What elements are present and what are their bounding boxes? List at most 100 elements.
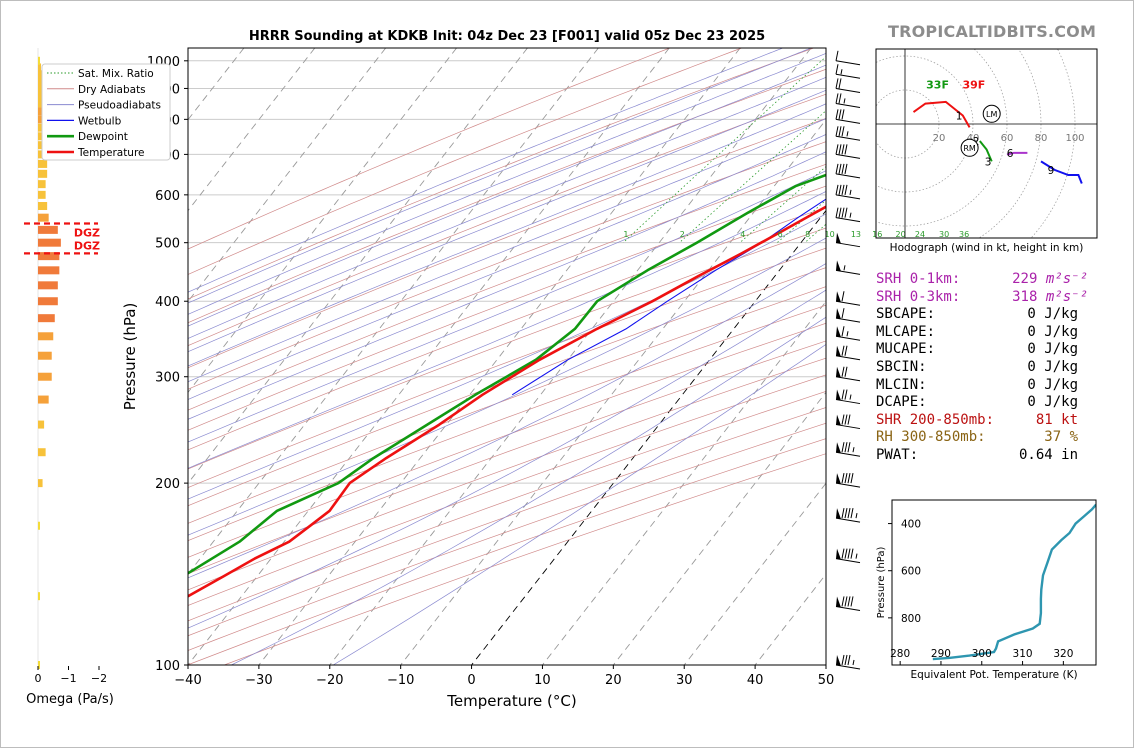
param-row: SBCIN: 0 J/kg (876, 359, 1078, 377)
moist-adiabat-line (188, 64, 826, 327)
dry-adiabat-line (188, 93, 826, 347)
param-label: RH 300-850mb: (876, 429, 986, 446)
param-unit: J/kg (1044, 394, 1078, 411)
param-number: 0 (1027, 376, 1036, 393)
wind-barb (835, 291, 861, 306)
isotherm-line (542, 300, 826, 665)
wind-barb-flag (844, 473, 848, 484)
mixing-ratio-label: 1 (623, 230, 628, 239)
param-value: 81 kt (1036, 412, 1078, 430)
wind-barb-flag (850, 473, 854, 484)
surface-temperature-label: 39F (963, 79, 986, 92)
chart-title: HRRR Sounding at KDKB Init: 04z Dec 23 [… (249, 29, 765, 44)
wind-barb-pennant (836, 508, 841, 520)
zero-isotherm (471, 209, 826, 665)
param-unit: m²s⁻² (1045, 288, 1088, 305)
param-unit: % (1069, 429, 1078, 446)
mixing-ratio-label: 24 (915, 230, 925, 239)
wind-barb (835, 442, 861, 457)
param-label: PWAT: (876, 446, 919, 463)
wind-barb-flag (838, 184, 842, 195)
legend-dewpoint-label: Dewpoint (78, 131, 128, 143)
dry-adiabat-line (188, 340, 826, 575)
wind-barb-half (846, 331, 849, 337)
wind-barb (835, 260, 861, 275)
mixing-ratio-line (917, 48, 1134, 243)
temperature-profile (188, 205, 826, 598)
wind-barb (835, 93, 861, 108)
param-label: SHR 200-850mb: (876, 411, 995, 428)
wind-barb-flag (850, 508, 854, 519)
mixing-ratio-label: 10 (824, 230, 834, 239)
mixing-ratio-line (804, 223, 826, 244)
wind-barb-staff (835, 135, 861, 141)
dry-adiabat-line (188, 48, 670, 250)
param-unit: J/kg (1044, 306, 1078, 323)
mixing-ratio-label: 36 (959, 230, 969, 239)
wind-barb-pennant (836, 308, 841, 320)
skew-t-plot-area (188, 48, 1134, 665)
wind-barb (835, 184, 861, 200)
param-number: 37 (1044, 429, 1062, 446)
param-label: DCAPE: (876, 394, 927, 411)
moist-adiabat-line (188, 118, 826, 383)
surface-dewpoint-label: 33F (926, 79, 949, 92)
sounding-parameters: SRH 0-1km: 229 m²s⁻² SRH 0-3km: 318 m²s⁻² SB… (876, 271, 1126, 465)
wind-barb-flag (841, 163, 845, 174)
wind-barb (835, 207, 861, 223)
wind-barb-flag (835, 163, 839, 174)
mixing-ratio-label: 20 (895, 230, 905, 239)
y-tick-label: 400 (155, 295, 180, 310)
legend-wetbulb-label: Wetbulb (78, 115, 122, 127)
param-unit: J/kg (1044, 323, 1078, 340)
wind-barb-flag (844, 389, 848, 400)
mixing-ratio-line (827, 48, 1057, 243)
wind-barb-pennant (836, 655, 841, 666)
wind-barb-flag (835, 50, 839, 61)
wind-barb-flag (847, 414, 851, 425)
wind-barb (835, 473, 861, 488)
param-row: SRH 0-3km: 318 m²s⁻² (876, 289, 1088, 307)
wind-barb-pennant (836, 442, 841, 454)
wind-barb-flag (844, 366, 848, 377)
wind-barb (835, 508, 861, 523)
param-value: 0 J/kg (1027, 306, 1078, 324)
wind-barb (835, 144, 861, 159)
wind-barb-flag (841, 144, 845, 155)
param-unit: J/kg (1044, 358, 1078, 375)
wind-barb-staff (835, 194, 861, 200)
wind-barb-flag (838, 93, 842, 104)
wind-barb-pennant (836, 548, 841, 560)
dry-adiabat-line (188, 390, 826, 622)
wind-barb-flag (838, 144, 842, 155)
legend-dry-adiabats-label: Dry Adiabats (78, 84, 146, 96)
legend-pseudoadiabats-label: Pseudoadiabats (78, 100, 161, 112)
wind-barb-flag (841, 508, 845, 519)
moist-adiabat-line (188, 213, 826, 500)
mixing-ratio-label: 13 (851, 230, 861, 239)
wind-barb (835, 64, 861, 79)
skew-t-axes-box (187, 47, 827, 666)
wind-barb-flag (838, 109, 842, 120)
wind-barb-staff (835, 173, 861, 179)
moist-adiabat-line (188, 89, 826, 353)
y-tick-label: 100 (155, 659, 180, 674)
param-label: SBCIN: (876, 358, 927, 375)
dry-adiabat-line (188, 374, 826, 606)
isotherm-line (612, 391, 826, 665)
wind-barb-flag (844, 596, 848, 607)
wind-barb-flag (841, 326, 845, 337)
mixing-ratio-label: 16 (872, 230, 882, 239)
param-number: 229 (1012, 271, 1038, 287)
param-number: 0 (1027, 394, 1036, 411)
wind-barb-staff (835, 60, 861, 66)
moist-adiabat-line (188, 76, 826, 339)
param-number: 318 (1012, 288, 1038, 305)
x-tick-label: −10 (387, 673, 414, 688)
wind-barb-flag (844, 548, 848, 559)
wind-barb (835, 366, 861, 382)
wind-barb (835, 654, 861, 670)
wind-barb-half (849, 212, 852, 218)
mixing-ratio-line (961, 48, 1134, 243)
wind-barb-pennant (836, 326, 841, 338)
